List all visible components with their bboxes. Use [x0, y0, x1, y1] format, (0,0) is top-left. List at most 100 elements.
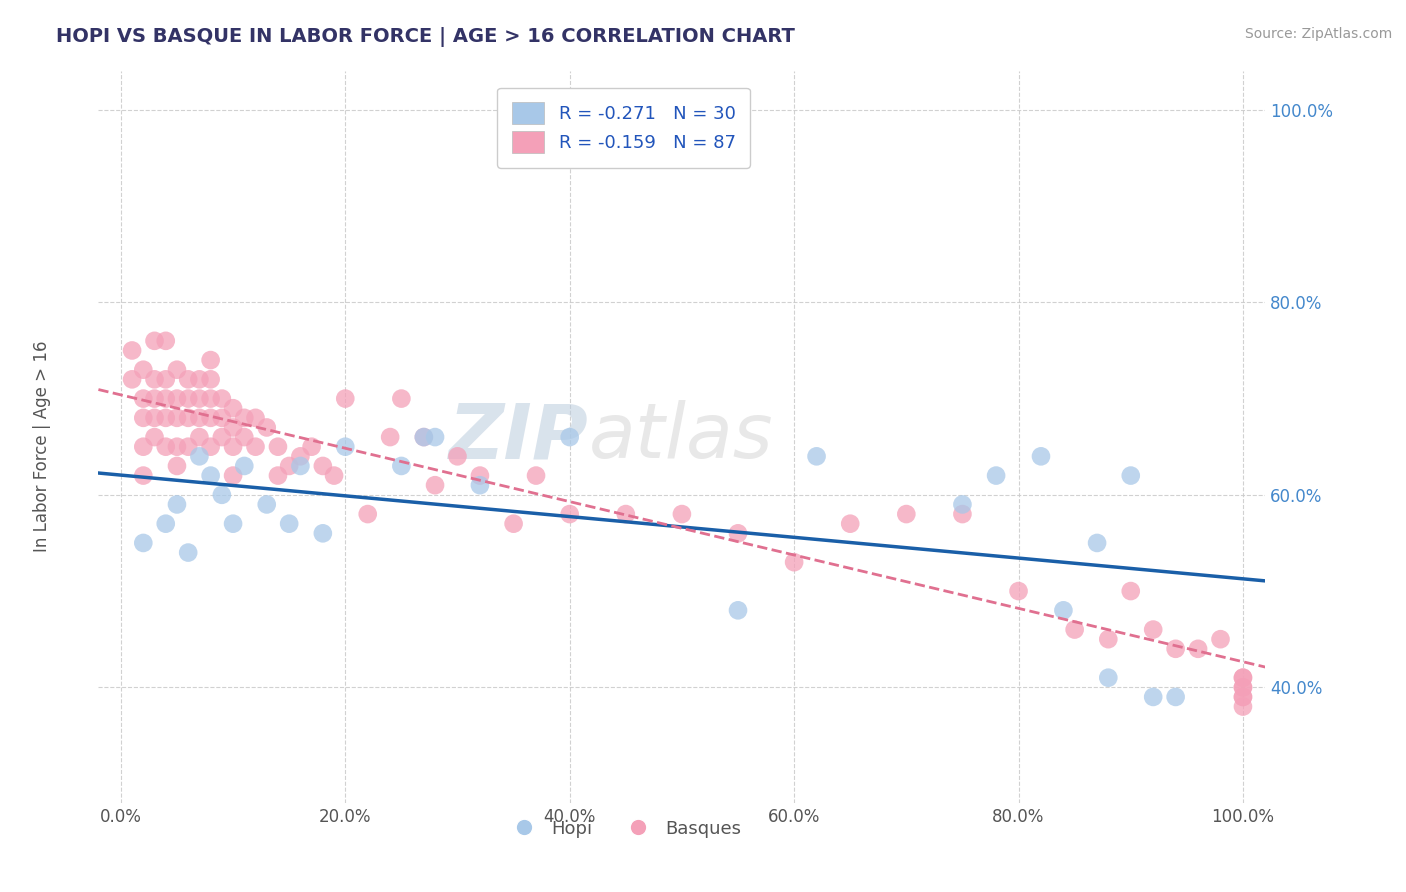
Point: [335, 440, 357, 454]
Point: [177, 545, 200, 559]
Point: [423, 478, 446, 492]
Point: [558, 430, 581, 444]
Text: atlas: atlas: [589, 401, 773, 474]
Point: [211, 488, 233, 502]
Point: [1097, 671, 1119, 685]
Point: [1232, 690, 1254, 704]
Point: [1232, 681, 1254, 695]
Point: [412, 430, 434, 444]
Point: [132, 536, 155, 550]
Point: [727, 603, 749, 617]
Point: [155, 372, 177, 386]
Point: [155, 440, 177, 454]
Point: [290, 458, 312, 473]
Point: [1142, 623, 1164, 637]
Point: [132, 410, 155, 425]
Point: [468, 478, 491, 492]
Point: [233, 430, 256, 444]
Point: [290, 450, 312, 464]
Point: [121, 372, 143, 386]
Point: [378, 430, 402, 444]
Point: [177, 440, 200, 454]
Point: [1142, 690, 1164, 704]
Point: [143, 392, 166, 406]
Point: [1164, 690, 1187, 704]
Point: [200, 440, 222, 454]
Point: [1119, 584, 1142, 599]
Point: [278, 516, 301, 531]
Point: [211, 410, 233, 425]
Point: [155, 410, 177, 425]
Point: [614, 507, 637, 521]
Point: [1119, 468, 1142, 483]
Point: [121, 343, 143, 358]
Point: [502, 516, 524, 531]
Point: [166, 458, 188, 473]
Point: [200, 410, 222, 425]
Point: [1187, 641, 1209, 656]
Point: [155, 392, 177, 406]
Point: [389, 392, 412, 406]
Text: In Labor Force | Age > 16: In Labor Force | Age > 16: [34, 340, 51, 552]
Point: [1232, 671, 1254, 685]
Point: [806, 450, 828, 464]
Point: [1232, 690, 1254, 704]
Point: [222, 516, 245, 531]
Point: [1209, 632, 1232, 647]
Point: [423, 430, 446, 444]
Point: [200, 468, 222, 483]
Point: [222, 401, 245, 416]
Point: [143, 372, 166, 386]
Point: [952, 507, 974, 521]
Point: [200, 353, 222, 368]
Point: [245, 410, 267, 425]
Point: [143, 410, 166, 425]
Point: [155, 334, 177, 348]
Point: [132, 468, 155, 483]
Point: [188, 450, 211, 464]
Point: [783, 555, 806, 569]
Point: [1052, 603, 1074, 617]
Point: [166, 362, 188, 376]
Point: [727, 526, 749, 541]
Point: [267, 468, 290, 483]
Point: [155, 516, 177, 531]
Point: [166, 392, 188, 406]
Point: [222, 468, 245, 483]
Point: [301, 440, 323, 454]
Point: [1063, 623, 1085, 637]
Point: [132, 362, 155, 376]
Point: [312, 458, 335, 473]
Point: [233, 410, 256, 425]
Point: [177, 410, 200, 425]
Point: [267, 440, 290, 454]
Text: Source: ZipAtlas.com: Source: ZipAtlas.com: [1244, 27, 1392, 41]
Point: [143, 334, 166, 348]
Point: [984, 468, 1007, 483]
Point: [1232, 671, 1254, 685]
Point: [558, 507, 581, 521]
Point: [468, 468, 491, 483]
Point: [245, 440, 267, 454]
Point: [1164, 641, 1187, 656]
Point: [896, 507, 918, 521]
Point: [389, 458, 412, 473]
Point: [233, 458, 256, 473]
Point: [952, 498, 974, 512]
Point: [412, 430, 434, 444]
Point: [132, 392, 155, 406]
Point: [222, 440, 245, 454]
Point: [1085, 536, 1108, 550]
Point: [132, 440, 155, 454]
Point: [357, 507, 380, 521]
Point: [166, 498, 188, 512]
Point: [188, 372, 211, 386]
Point: [1029, 450, 1052, 464]
Point: [839, 516, 862, 531]
Point: [211, 430, 233, 444]
Point: [524, 468, 547, 483]
Point: [188, 410, 211, 425]
Point: [671, 507, 693, 521]
Point: [1232, 681, 1254, 695]
Point: [177, 392, 200, 406]
